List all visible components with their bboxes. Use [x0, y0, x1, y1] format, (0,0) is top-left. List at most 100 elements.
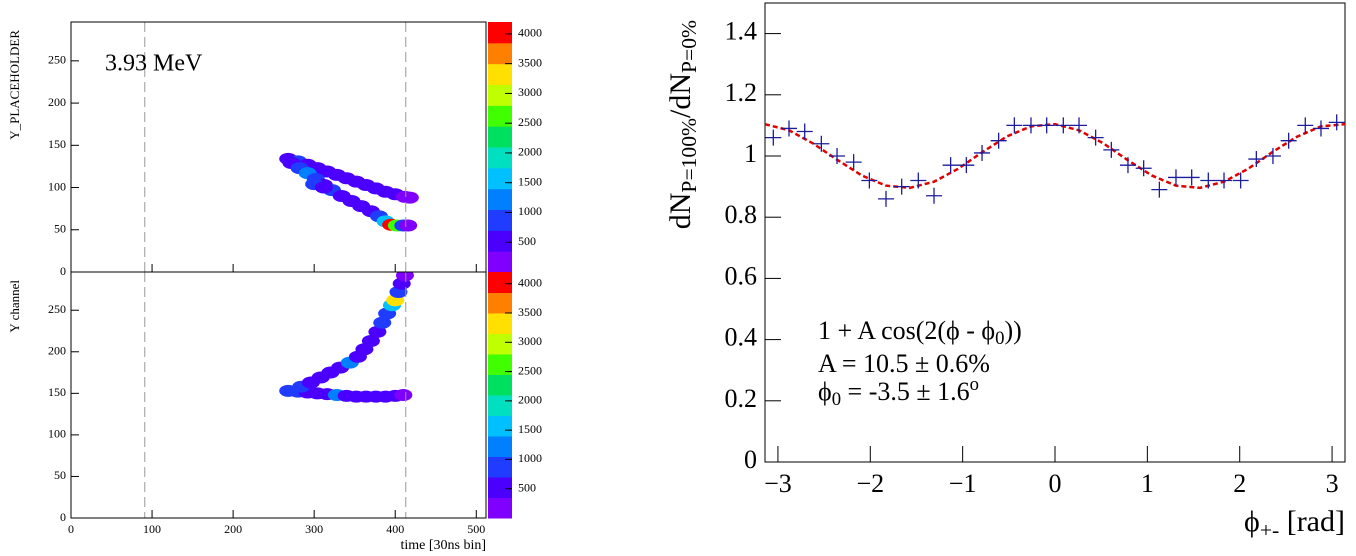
- y-tick-label: 150: [48, 137, 66, 151]
- y-tick-label: 200: [48, 344, 66, 358]
- data-point: [1135, 160, 1152, 177]
- data-point: [1328, 114, 1345, 131]
- data-point: [1216, 172, 1233, 189]
- annotation-part: )): [1004, 316, 1021, 345]
- colorbar-tick-label: 2000: [518, 393, 542, 407]
- data-point: [1167, 169, 1184, 186]
- colorbar-tick-label: 2500: [518, 363, 542, 377]
- x-axis-label-part: ϕ: [1244, 505, 1260, 538]
- colorbar-tick-label: 500: [518, 234, 536, 248]
- data-point: [765, 129, 782, 146]
- y-tick-label: 0: [60, 510, 66, 524]
- y-tick-label: 1: [744, 139, 757, 168]
- y-tick-label: 150: [48, 385, 66, 399]
- colorbar-tick-label: 4000: [518, 26, 542, 40]
- colorbar-band: [488, 497, 512, 519]
- y-axis-label-sub: P=100%: [677, 118, 701, 193]
- colorbar-band: [488, 167, 512, 190]
- data-point: [1297, 117, 1314, 134]
- colorbar-band: [488, 251, 512, 273]
- y-axis-label-part: /dN: [664, 73, 697, 118]
- x-axis-label-part: [rad]: [1279, 505, 1345, 538]
- data-point: [845, 154, 862, 171]
- data-point: [1312, 120, 1329, 137]
- data-point: [1280, 132, 1297, 149]
- annotation: ϕ0 = -3.5 ± 1.6o: [818, 374, 979, 410]
- y-axis-label-part: dN: [664, 193, 697, 230]
- data-point: [1071, 117, 1088, 134]
- colorbar-band: [488, 477, 512, 498]
- colorbar-tick-label: 3500: [518, 305, 542, 319]
- data-point: [942, 157, 959, 174]
- cells: [279, 152, 419, 232]
- y-tick-label: 1.4: [725, 17, 758, 46]
- data-point: [796, 123, 813, 140]
- data-point: [1038, 117, 1055, 134]
- data-point: [958, 157, 975, 174]
- x-tick-label: 0: [1049, 469, 1062, 498]
- colorbar-band: [488, 147, 512, 169]
- y-tick-label: 1.2: [725, 78, 758, 107]
- data-point: [1087, 129, 1104, 146]
- data-point: [1200, 172, 1217, 189]
- annotation-sup: o: [970, 374, 979, 395]
- annotation: 3.93 MeV: [105, 51, 203, 77]
- colorbar-band: [488, 333, 512, 355]
- colorbar-band: [488, 415, 512, 437]
- x-tick-label: 2: [1233, 469, 1246, 498]
- cell: [314, 181, 333, 194]
- colorbar-band: [488, 313, 512, 334]
- x-axis-label: ϕ+- [rad]: [1244, 505, 1345, 542]
- colorbar-tick-label: 1500: [518, 174, 542, 188]
- y-tick-label: 0: [60, 264, 66, 278]
- y-tick-label: 100: [48, 179, 66, 193]
- x-tick-label: 0: [68, 522, 74, 536]
- y-tick-label: 200: [48, 95, 66, 109]
- data-point: [877, 190, 894, 207]
- annotation-sub: 0: [995, 328, 1004, 349]
- y-axis-label: dNP=100%/dNP=0%: [664, 20, 701, 229]
- cell: [399, 219, 418, 232]
- data-point: [910, 172, 927, 189]
- data-point: [926, 187, 943, 204]
- data-point: [893, 178, 910, 195]
- colorbar-band: [488, 374, 512, 396]
- annotation-sub: 0: [832, 389, 841, 410]
- y-axis-label: Y_PLACEHOLDER: [7, 30, 22, 140]
- annotation-part: ϕ: [818, 377, 832, 406]
- annotation: A = 10.5 ± 0.6%: [818, 349, 990, 378]
- x-tick-label: −2: [856, 469, 884, 498]
- cell: [394, 389, 413, 401]
- data-point: [974, 144, 991, 161]
- x-tick-label: 300: [305, 522, 323, 536]
- data-point: [813, 135, 830, 152]
- cell: [395, 272, 414, 282]
- y-tick-label: 250: [48, 302, 66, 316]
- y-axis-label: Y channel: [7, 280, 22, 333]
- colorbar-tick-label: 3500: [518, 55, 542, 69]
- colorbar-band: [488, 42, 512, 65]
- colorbar-band: [488, 22, 512, 44]
- data-point: [1006, 117, 1023, 134]
- y-tick-label: 0.6: [725, 261, 758, 290]
- colorbar-band: [488, 354, 512, 375]
- data-point: [1151, 181, 1168, 198]
- colorbar-tick-label: 3000: [518, 334, 542, 348]
- x-tick-label: 3: [1326, 469, 1339, 498]
- colorbar-band: [488, 188, 512, 210]
- colorbar-band: [488, 84, 512, 106]
- colorbar-band: [488, 436, 512, 457]
- colorbar-band: [488, 63, 512, 85]
- colorbar-band: [488, 105, 512, 127]
- y-tick-label: 50: [54, 222, 66, 236]
- y-tick-label: 50: [54, 468, 66, 482]
- y-tick-label: 0: [744, 445, 757, 474]
- data-point: [861, 172, 878, 189]
- x-tick-label: 1: [1141, 469, 1154, 498]
- cells: [279, 272, 414, 403]
- annotation-part: A = 10.5 ± 0.6%: [818, 349, 990, 378]
- colorbar-tick-label: 4000: [518, 275, 542, 289]
- y-tick-label: 0.8: [725, 200, 758, 229]
- colorbar-tick-label: 1000: [518, 204, 542, 218]
- colorbar-band: [488, 272, 512, 293]
